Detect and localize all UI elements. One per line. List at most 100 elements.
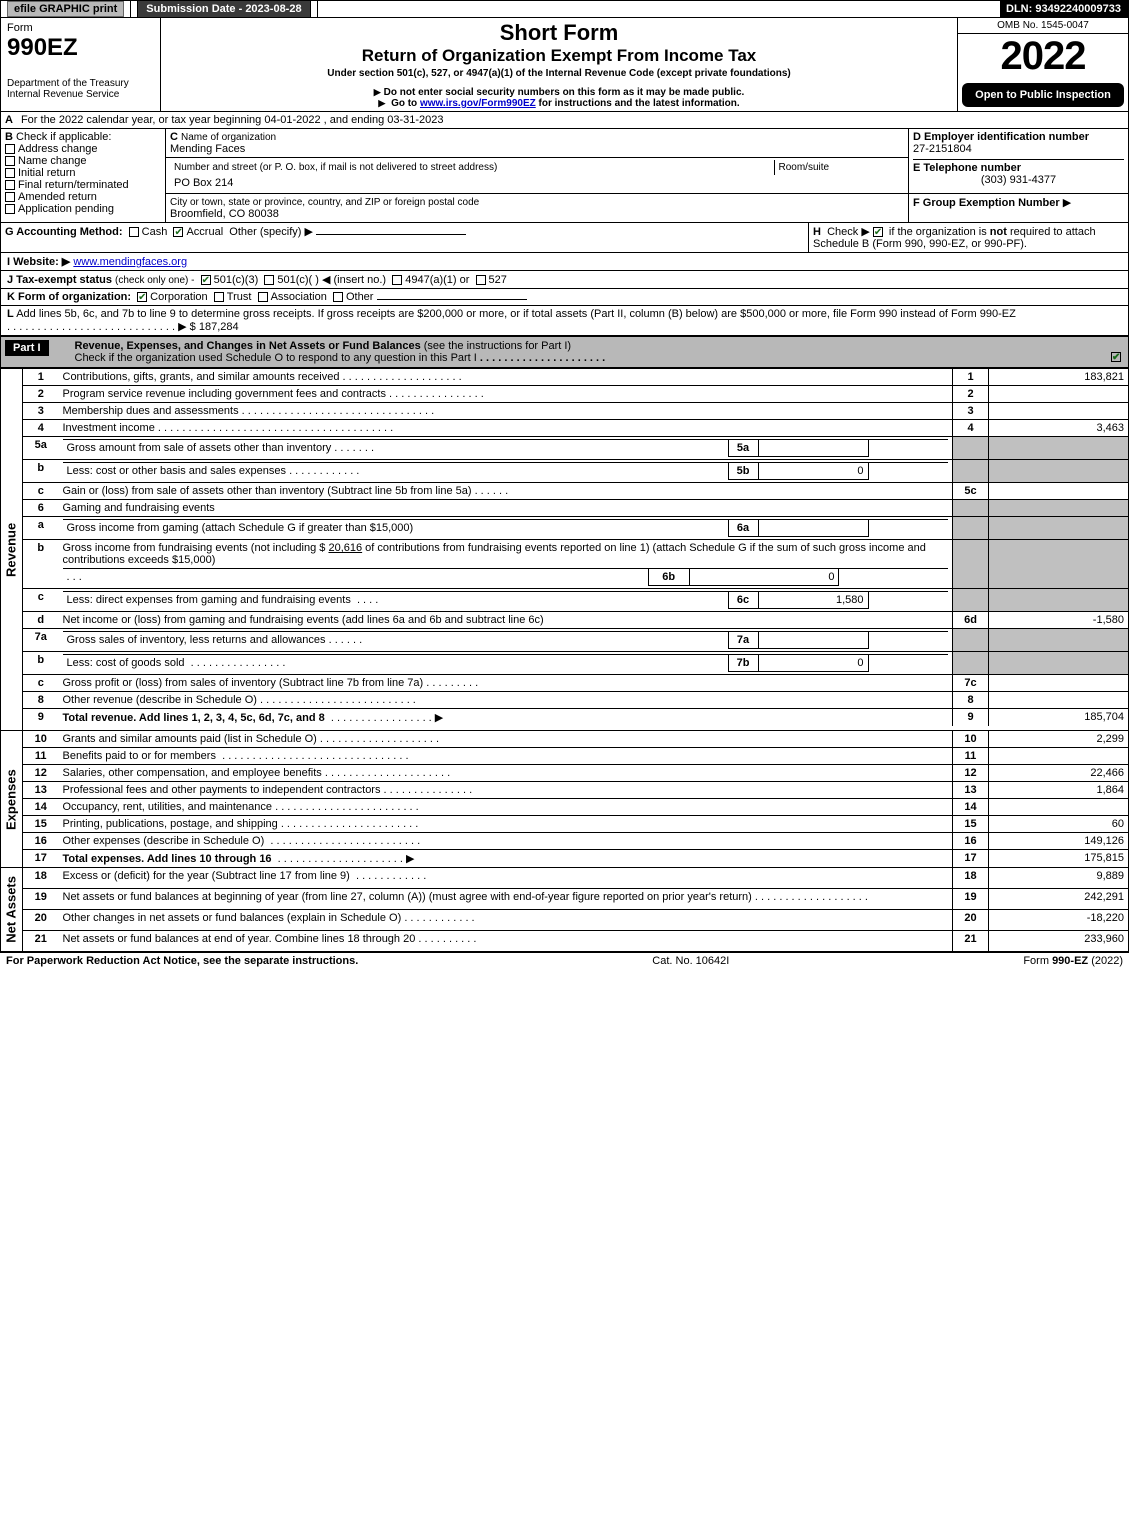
line-12-amount: 22,466: [989, 765, 1129, 782]
final-return-checkbox[interactable]: [5, 180, 15, 190]
line-1-desc: Contributions, gifts, grants, and simila…: [59, 369, 953, 386]
line-9-amount: 185,704: [989, 709, 1129, 727]
line-15-amount: 60: [989, 816, 1129, 833]
gross-receipts-amount: $ 187,284: [190, 321, 239, 333]
revenue-section-label: Revenue: [1, 369, 23, 731]
d-label: D Employer identification number: [913, 131, 1089, 143]
top-bar: efile GRAPHIC print Submission Date - 20…: [0, 0, 1129, 18]
street-value: PO Box 214: [170, 175, 904, 191]
line-10-amount: 2,299: [989, 731, 1129, 748]
org-info-block: B Check if applicable: Address change Na…: [0, 129, 1129, 223]
footer-cat-no: Cat. No. 10642I: [652, 955, 729, 967]
efile-cell: efile GRAPHIC print: [1, 1, 131, 17]
efile-graphic-print-button[interactable]: efile GRAPHIC print: [7, 1, 124, 17]
net-assets-section-label: Net Assets: [1, 868, 23, 952]
section-h: H Check ▶ if the organization is not req…: [809, 223, 1129, 253]
page-footer: For Paperwork Reduction Act Notice, see …: [0, 952, 1129, 969]
header-right: OMB No. 1545-0047 2022 Open to Public In…: [958, 18, 1128, 111]
submission-cell: Submission Date - 2023-08-28: [131, 1, 317, 17]
line-6b-fundraising-value: 20,616: [328, 542, 362, 554]
label-a: A: [1, 112, 17, 129]
section-l: L Add lines 5b, 6c, and 7b to line 9 to …: [0, 306, 1129, 336]
line-19-amount: 242,291: [989, 888, 1129, 909]
name-change-checkbox[interactable]: [5, 156, 15, 166]
header-middle: Short Form Return of Organization Exempt…: [161, 18, 958, 111]
ssn-warning: Do not enter social security numbers on …: [167, 87, 951, 98]
org-name: Mending Faces: [170, 143, 245, 155]
cash-checkbox[interactable]: [129, 227, 139, 237]
schedule-b-checkbox[interactable]: [873, 227, 883, 237]
corporation-checkbox[interactable]: [137, 292, 147, 302]
section-k: K Form of organization: Corporation Trus…: [0, 289, 1129, 306]
section-a: A For the 2022 calendar year, or tax yea…: [0, 112, 1129, 129]
arrow-icon: [374, 87, 384, 98]
website-link[interactable]: www.mendingfaces.org: [73, 256, 187, 268]
section-d-e: D Employer identification number 27-2151…: [909, 129, 1129, 194]
arrow-icon: [378, 98, 388, 109]
line-7b-value: 0: [758, 655, 868, 672]
other-org-checkbox[interactable]: [333, 292, 343, 302]
line-1-amount: 183,821: [989, 369, 1129, 386]
part-i-tab: Part I: [5, 340, 49, 356]
goto-line: Go to www.irs.gov/Form990EZ for instruct…: [167, 98, 951, 109]
association-checkbox[interactable]: [258, 292, 268, 302]
line-20-amount: -18,220: [989, 909, 1129, 930]
section-g: G Accounting Method: Cash Accrual Other …: [1, 223, 809, 253]
schedule-o-checkbox[interactable]: [1111, 352, 1121, 362]
city-value: Broomfield, CO 80038: [170, 208, 279, 220]
line-6b-value: 0: [689, 569, 839, 586]
part-i-header: Part I Revenue, Expenses, and Changes in…: [0, 336, 1129, 368]
submission-date-chip: Submission Date - 2023-08-28: [137, 0, 310, 18]
501c3-checkbox[interactable]: [201, 275, 211, 285]
section-g-h: G Accounting Method: Cash Accrual Other …: [0, 223, 1129, 253]
527-checkbox[interactable]: [476, 275, 486, 285]
initial-return-checkbox[interactable]: [5, 168, 15, 178]
part-i-checknote: Check if the organization used Schedule …: [75, 352, 477, 364]
e-label: E Telephone number: [913, 162, 1021, 174]
footer-right: Form 990-EZ (2022): [1023, 955, 1123, 967]
section-f: F Group Exemption Number ▶: [909, 194, 1129, 223]
line-18-amount: 9,889: [989, 868, 1129, 889]
application-pending-checkbox[interactable]: [5, 204, 15, 214]
part-i-title: Revenue, Expenses, and Changes in Net As…: [75, 340, 421, 352]
form-header: Form 990EZ Department of the Treasury In…: [0, 18, 1129, 112]
form-word: Form: [7, 22, 154, 34]
form-subtitle: Return of Organization Exempt From Incom…: [167, 46, 951, 66]
under-section-text: Under section 501(c), 527, or 4947(a)(1)…: [167, 68, 951, 79]
line-6c-value: 1,580: [758, 592, 868, 609]
form-title: Short Form: [167, 20, 951, 46]
line-13-amount: 1,864: [989, 782, 1129, 799]
phone-value: (303) 931-4377: [913, 174, 1124, 186]
section-c-name: C Name of organization Mending Faces: [166, 129, 909, 158]
4947-checkbox[interactable]: [392, 275, 402, 285]
lines-table: Revenue 1 Contributions, gifts, grants, …: [0, 368, 1129, 952]
expenses-section-label: Expenses: [1, 731, 23, 868]
open-public-chip: Open to Public Inspection: [962, 83, 1124, 107]
line-5b-value: 0: [758, 463, 868, 480]
amended-return-checkbox[interactable]: [5, 192, 15, 202]
irs-link[interactable]: www.irs.gov/Form990EZ: [420, 98, 536, 109]
line-16-amount: 149,126: [989, 833, 1129, 850]
header-left: Form 990EZ Department of the Treasury In…: [1, 18, 161, 111]
dln-chip: DLN: 93492240009733: [1000, 1, 1128, 17]
omb-number: OMB No. 1545-0047: [958, 18, 1128, 34]
address-change-checkbox[interactable]: [5, 144, 15, 154]
section-c-street: Number and street (or P. O. box, if mail…: [166, 158, 909, 194]
department-text: Department of the Treasury Internal Reve…: [7, 78, 154, 100]
501c-checkbox[interactable]: [264, 275, 274, 285]
form-number: 990EZ: [7, 34, 154, 62]
line-21-amount: 233,960: [989, 930, 1129, 951]
accrual-checkbox[interactable]: [173, 227, 183, 237]
line-17-amount: 175,815: [989, 850, 1129, 868]
tax-year: 2022: [958, 34, 1128, 79]
section-a-text: For the 2022 calendar year, or tax year …: [17, 112, 1129, 129]
section-j: J Tax-exempt status (check only one) - 5…: [0, 271, 1129, 289]
section-i: I Website: ▶ www.mendingfaces.org: [0, 253, 1129, 271]
footer-left: For Paperwork Reduction Act Notice, see …: [6, 955, 358, 967]
line-4-amount: 3,463: [989, 420, 1129, 437]
room-suite-label: Room/suite: [774, 160, 904, 175]
ein-value: 27-2151804: [913, 143, 972, 155]
line-6d-amount: -1,580: [989, 612, 1129, 629]
trust-checkbox[interactable]: [214, 292, 224, 302]
section-c-city: City or town, state or province, country…: [166, 194, 909, 223]
